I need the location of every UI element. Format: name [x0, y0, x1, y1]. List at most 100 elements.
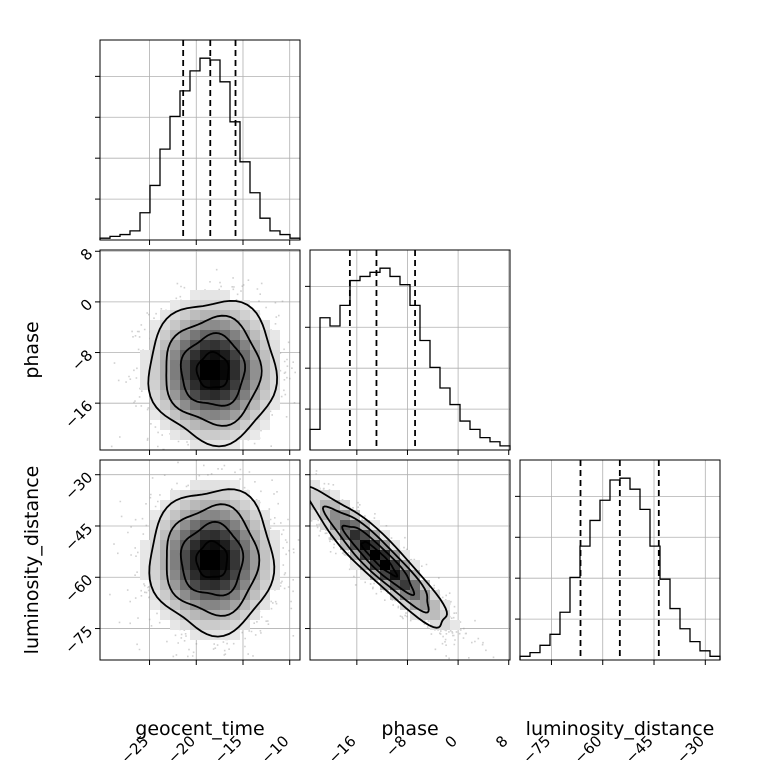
density-block	[180, 400, 190, 410]
density-block	[250, 350, 260, 360]
density-block	[270, 330, 280, 340]
density-block	[310, 510, 320, 520]
density-block	[360, 570, 370, 580]
density-block	[400, 550, 410, 560]
density-block	[230, 300, 240, 310]
density-block	[200, 600, 210, 610]
density-block	[250, 320, 260, 330]
density-block	[160, 330, 170, 340]
density-block	[170, 540, 180, 550]
x-tick-label-phase: 0	[441, 732, 460, 751]
density-block	[430, 600, 440, 610]
density-block	[180, 340, 190, 350]
density-block	[250, 410, 260, 420]
density-block	[190, 630, 200, 640]
density-block	[200, 360, 210, 370]
contour-line	[310, 485, 448, 629]
density-block	[260, 570, 270, 580]
density-block	[230, 330, 240, 340]
density-block	[140, 380, 150, 390]
density-block	[220, 320, 230, 330]
density-block	[390, 570, 400, 580]
contour-line	[179, 520, 245, 597]
density-block	[410, 600, 420, 610]
density-block	[250, 530, 260, 540]
density-block	[220, 520, 230, 530]
density-block	[430, 610, 440, 620]
density-block	[260, 530, 270, 540]
density-block	[170, 600, 180, 610]
density-block	[140, 570, 150, 580]
density-block	[260, 580, 270, 590]
y-tick-label-phase: 0	[77, 296, 96, 315]
density-block	[180, 300, 190, 310]
density-block	[170, 370, 180, 380]
density-block	[370, 520, 380, 530]
density-block	[420, 610, 430, 620]
density-block	[260, 520, 270, 530]
density-block	[250, 570, 260, 580]
density-block	[240, 570, 250, 580]
density-block	[250, 390, 260, 400]
density-block	[240, 340, 250, 350]
density-block	[210, 390, 220, 400]
density-block	[230, 390, 240, 400]
density-block	[210, 540, 220, 550]
density-block	[230, 540, 240, 550]
density-block	[200, 320, 210, 330]
density-block	[270, 400, 280, 410]
scatter-panel-phase-luminosity_distance	[305, 459, 511, 665]
density-block	[210, 620, 220, 630]
density-block	[260, 360, 270, 370]
density-block	[210, 430, 220, 440]
density-block	[170, 390, 180, 400]
density-block	[180, 590, 190, 600]
y-axis-label-phase: phase	[21, 321, 43, 378]
density-block	[200, 410, 210, 420]
density-block	[230, 320, 240, 330]
density-block	[150, 370, 160, 380]
density-block	[210, 310, 220, 320]
density-block	[160, 540, 170, 550]
density-block	[360, 530, 370, 540]
density-block	[210, 550, 220, 560]
y-tick-label-luminosity_distance: −30	[61, 468, 96, 503]
density-block	[220, 560, 230, 570]
x-axis-label-geocent_time: geocent_time	[135, 718, 264, 740]
density-block	[220, 370, 230, 380]
density-block	[150, 600, 160, 610]
density-block	[160, 590, 170, 600]
density-block	[200, 290, 210, 300]
density-block	[400, 600, 410, 610]
density-block	[270, 350, 280, 360]
density-block	[240, 400, 250, 410]
x-axis-label-phase: phase	[381, 718, 438, 740]
density-block	[230, 620, 240, 630]
density-block	[190, 330, 200, 340]
y-tick-label-luminosity_distance: −60	[61, 571, 96, 606]
density-block	[230, 440, 240, 450]
density-block	[160, 320, 170, 330]
density-block	[160, 580, 170, 590]
contour-line	[195, 350, 230, 389]
density-block	[400, 580, 410, 590]
density-block	[200, 620, 210, 630]
density-block	[250, 330, 260, 340]
density-block	[240, 490, 250, 500]
density-block	[270, 550, 280, 560]
density-block	[190, 290, 200, 300]
density-block	[250, 550, 260, 560]
density-block	[180, 540, 190, 550]
density-block	[230, 610, 240, 620]
density-block	[430, 620, 440, 630]
histogram-panel-luminosity_distance	[515, 459, 721, 665]
density-block	[180, 530, 190, 540]
density-block	[170, 620, 180, 630]
density-block	[240, 510, 250, 520]
density-block	[170, 490, 180, 500]
density-block	[360, 540, 370, 550]
density-block	[200, 380, 210, 390]
density-block	[150, 320, 160, 330]
density-block	[190, 570, 200, 580]
